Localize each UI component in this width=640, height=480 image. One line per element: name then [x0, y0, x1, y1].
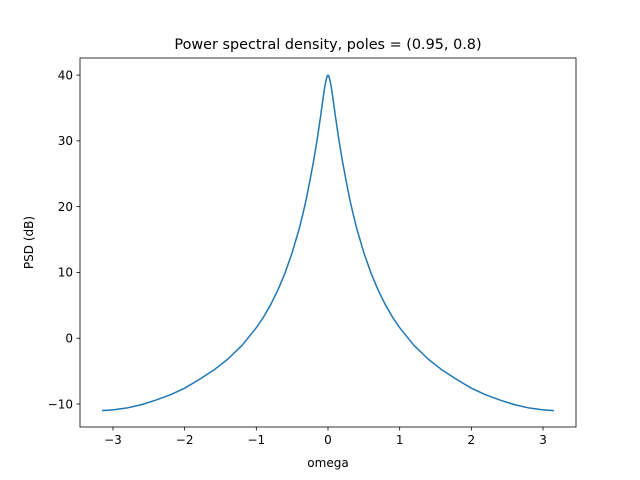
y-tick-label: 10 [58, 266, 73, 280]
x-tick-label: −2 [176, 433, 194, 447]
chart-title: Power spectral density, poles = (0.95, 0… [174, 37, 481, 53]
y-tick-label: 40 [58, 68, 73, 82]
y-tick-label: 30 [58, 134, 73, 148]
y-tick-label: −10 [48, 397, 73, 411]
x-axis-label: omega [307, 456, 348, 470]
y-tick-label: 20 [58, 200, 73, 214]
y-axis-label: PSD (dB) [22, 216, 36, 269]
y-tick-label: 0 [65, 332, 73, 346]
x-tick-label: −1 [247, 433, 265, 447]
x-tick-label: −3 [104, 433, 122, 447]
x-tick-label: 1 [396, 433, 404, 447]
x-axis-ticks: −3 −2 −1 0 1 2 3 [104, 427, 547, 447]
x-tick-label: 2 [468, 433, 476, 447]
plot-area [102, 74, 554, 412]
x-tick-label: 3 [539, 433, 547, 447]
y-axis-ticks: −10 0 10 20 30 40 [48, 68, 80, 411]
series-line-psd [102, 74, 554, 412]
x-tick-label: 0 [324, 433, 332, 447]
